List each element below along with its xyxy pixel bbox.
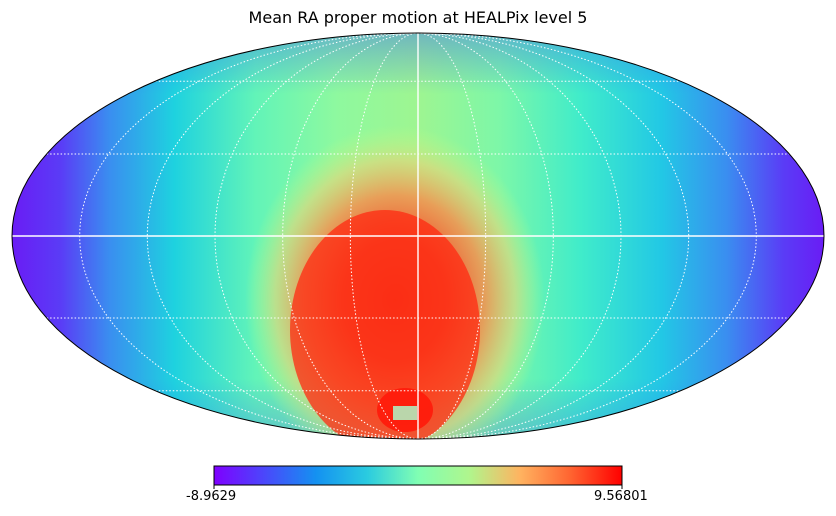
bright-patch	[393, 406, 417, 420]
colorbar-max-label: 9.56801	[594, 489, 648, 504]
colorbar	[213, 465, 623, 486]
chart-title: Mean RA proper motion at HEALPix level 5	[248, 8, 588, 27]
colorbar-min-label: -8.9629	[186, 489, 237, 504]
sky-map-field	[12, 33, 824, 439]
map-outline	[11, 32, 825, 440]
